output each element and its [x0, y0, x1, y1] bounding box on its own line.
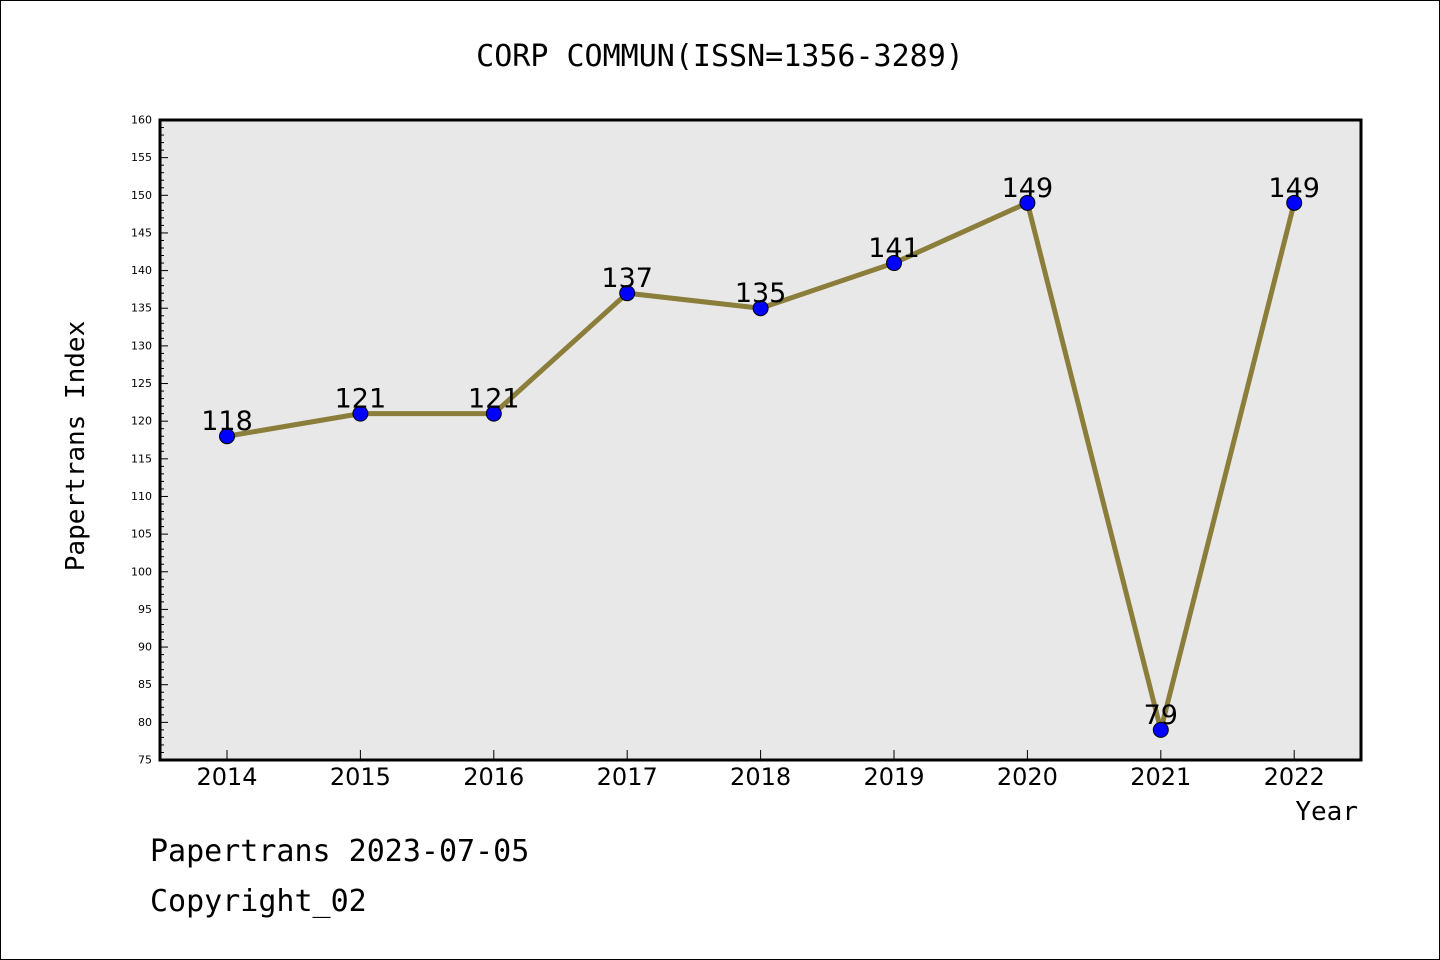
y-tick-label: 105 [131, 528, 152, 541]
plot-area [160, 120, 1361, 760]
data-label: 149 [1002, 173, 1054, 204]
data-point [352, 405, 369, 422]
x-tick-label: 2020 [997, 763, 1058, 791]
data-point [752, 300, 769, 317]
data-label: 121 [468, 384, 520, 415]
y-tick-label: 135 [131, 302, 152, 315]
y-tick-label: 95 [138, 603, 152, 616]
y-tick-label: 130 [131, 339, 152, 352]
footer-copyright: Copyright_02 [150, 884, 367, 919]
y-axis-ticks: 75 80 85 90 95 100 105 110 115 120 125 130 135 140 145… [131, 114, 168, 767]
data-point [619, 285, 636, 302]
x-tick-label: 2017 [597, 763, 658, 791]
data-label: 79 [1144, 700, 1178, 731]
data-point [1152, 721, 1169, 738]
data-point [886, 255, 902, 272]
x-tick-label: 2014 [196, 763, 257, 791]
chart-title: CORP COMMUN(ISSN=1356-3289) [476, 39, 964, 74]
x-axis-ticks: 2014 2015 2016 2017 2018 2019 2020 2021 2022 [196, 750, 1325, 791]
data-label: 141 [868, 233, 920, 264]
y-tick-label: 80 [138, 716, 152, 729]
y-tick-label: 140 [131, 264, 152, 277]
y-axis-label: Papertrans Index [61, 321, 91, 571]
data-point [485, 405, 502, 422]
y-tick-label: 145 [131, 226, 152, 239]
data-point [1286, 194, 1303, 211]
data-label: 118 [201, 406, 253, 437]
y-tick-label: 115 [131, 452, 152, 465]
y-tick-label: 150 [131, 189, 152, 202]
x-axis-label: Year [1295, 797, 1358, 827]
y-tick-label: 85 [138, 678, 152, 691]
footer-date: Papertrans 2023-07-05 [150, 834, 530, 869]
y-tick-label: 120 [131, 415, 152, 428]
y-tick-label: 110 [131, 490, 152, 503]
data-series [219, 194, 1303, 738]
x-tick-label: 2015 [330, 763, 391, 791]
x-tick-label: 2019 [863, 763, 924, 791]
data-point [219, 428, 235, 445]
y-tick-label: 100 [131, 565, 152, 578]
y-tick-label: 90 [138, 641, 152, 654]
data-label: 121 [335, 384, 387, 415]
x-tick-label: 2018 [730, 763, 791, 791]
y-tick-label: 160 [131, 114, 152, 127]
x-tick-label: 2021 [1130, 763, 1191, 791]
data-labels: 118 121 121 137 135 141 149 79 149 [201, 173, 1320, 731]
plot-border [158, 118, 1363, 762]
x-tick-label: 2016 [463, 763, 524, 791]
x-tick-label: 2022 [1264, 763, 1325, 791]
y-tick-label: 125 [131, 377, 152, 390]
y-tick-label: 155 [131, 151, 152, 164]
data-label: 135 [735, 278, 787, 309]
data-point [1019, 194, 1036, 211]
data-label: 137 [601, 263, 653, 294]
data-label: 149 [1268, 173, 1320, 204]
y-tick-label: 75 [138, 754, 152, 767]
